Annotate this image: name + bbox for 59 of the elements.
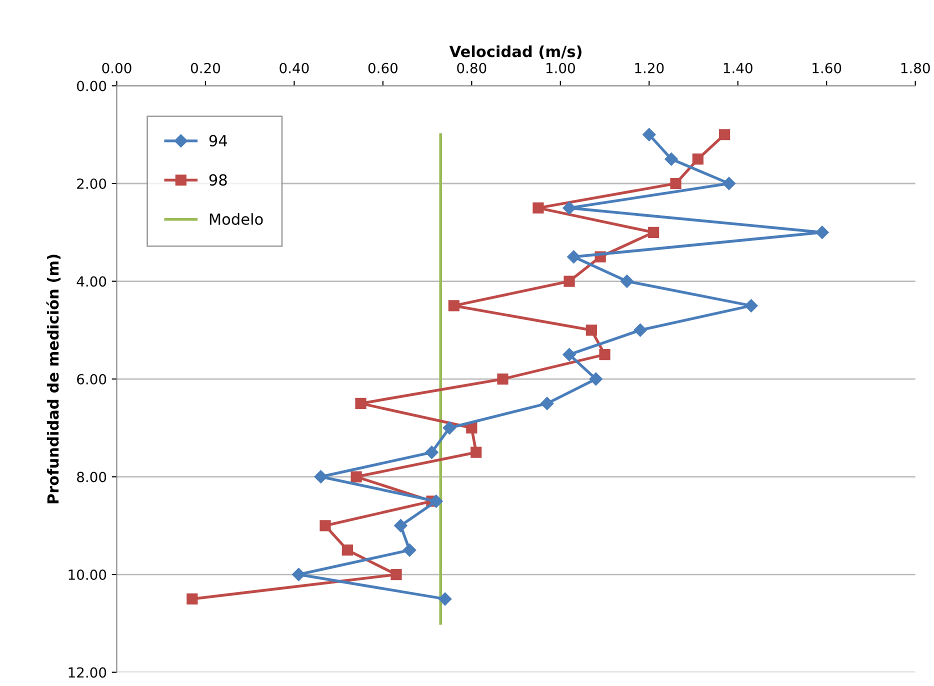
point — [670, 178, 682, 190]
point — [320, 520, 331, 532]
x-tick-label: 1.00 — [546, 62, 575, 74]
point — [442, 421, 456, 434]
legend-label: 98 — [209, 174, 227, 186]
y-tick-label: 12.00 — [68, 667, 106, 678]
point — [355, 398, 366, 410]
point — [567, 250, 580, 264]
point — [718, 129, 730, 140]
point — [497, 373, 508, 385]
point — [664, 152, 678, 166]
x-tick-label: 1.40 — [724, 62, 752, 74]
legend-label: Modelo — [210, 213, 263, 225]
y-tick-label: 8.00 — [77, 472, 106, 482]
point — [816, 226, 829, 239]
point — [634, 324, 647, 337]
x-tick-label: 0.80 — [457, 62, 486, 74]
point — [744, 299, 758, 312]
point — [350, 471, 362, 482]
x-axis-title: Velocidad (m/s) — [449, 45, 582, 60]
x-tick-label: 1.20 — [635, 62, 664, 74]
x-tick-label: 1.80 — [901, 62, 930, 74]
point — [402, 544, 416, 557]
point — [390, 568, 402, 580]
y-tick-label: 4.00 — [76, 276, 106, 287]
point — [394, 519, 408, 532]
point — [438, 592, 452, 606]
point — [648, 226, 660, 238]
y-tick-label: 0.00 — [77, 80, 106, 92]
y-axis-title: Profundidad de medición (m) — [46, 254, 61, 504]
point — [186, 593, 198, 605]
y-tick-label: 6.00 — [77, 374, 106, 384]
point — [642, 128, 656, 142]
point — [620, 274, 634, 288]
point — [430, 494, 443, 508]
point — [586, 324, 598, 336]
point — [589, 372, 602, 386]
y-tick-label: 2.00 — [77, 178, 106, 189]
point — [562, 348, 576, 362]
point — [342, 544, 354, 556]
point — [692, 154, 704, 165]
point — [599, 349, 610, 360]
point — [292, 568, 306, 582]
point — [540, 396, 554, 410]
point — [564, 276, 575, 287]
x-tick-label: 0.40 — [280, 62, 309, 74]
x-tick-label: 1.60 — [812, 62, 842, 74]
point — [562, 201, 576, 215]
point — [448, 300, 460, 312]
point — [722, 176, 736, 190]
point — [532, 202, 544, 214]
x-tick-label: 0.20 — [190, 62, 220, 74]
point — [425, 446, 438, 459]
point — [314, 470, 328, 484]
x-tick-label: 0.60 — [368, 62, 398, 74]
point — [470, 446, 482, 458]
y-tick-label: 10.00 — [68, 569, 106, 580]
legend-label: 94 — [209, 134, 227, 146]
x-tick-label: 0.00 — [102, 62, 132, 74]
